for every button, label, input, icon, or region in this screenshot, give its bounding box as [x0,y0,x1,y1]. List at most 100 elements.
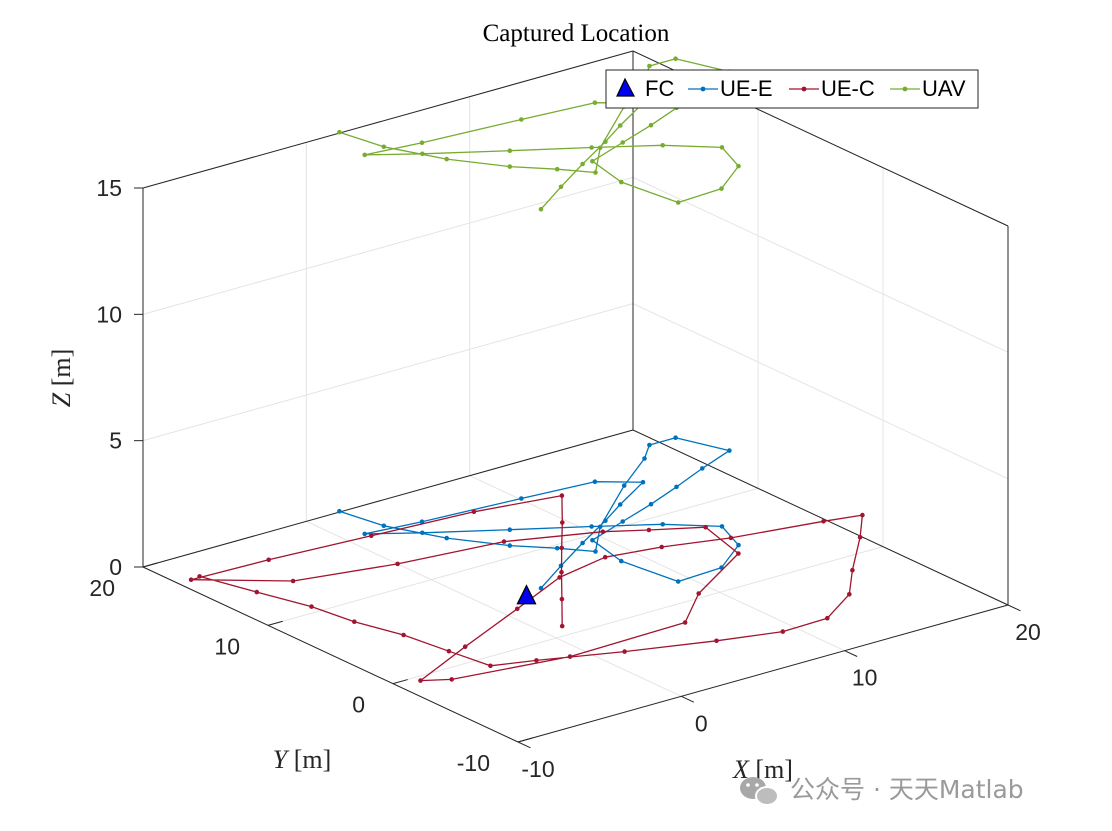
axes-box [142,50,1009,743]
uav-point [337,129,342,135]
uav-point [660,143,665,148]
legend-fc-triangle-marker [616,77,635,97]
x-tick-label: 0 [695,710,708,736]
ue-c-point [501,539,507,544]
ue-c-point [567,654,573,659]
box-edge-floor-back-y [142,429,634,568]
legend-fc-label: FC [645,76,674,101]
ue-e-point [554,545,560,551]
ue-c-point [847,592,852,597]
uav-point [648,122,654,128]
grid-line-z-side-wall [632,176,1009,353]
chart-title: Captured Location [483,20,670,47]
uav-point [593,170,598,175]
uav-point [538,206,544,212]
ue-c-point [857,534,863,540]
ue-c-point [646,527,652,533]
y-axis-unit: [m] [287,745,331,774]
ue-c-point [622,649,627,654]
x-tick-mark [681,695,695,703]
grid-line-y-floor [267,487,759,626]
grid-layer [142,50,1009,743]
ue-c-point [560,520,565,525]
legend-ue-e-marker [700,86,706,92]
ue-c-point [600,529,606,534]
series-uav [337,56,741,212]
ue-e-point [538,585,544,591]
ue-c-point [850,567,855,573]
ue-c-point [659,544,664,550]
ue-e-point [648,501,654,507]
x-tick-label: 20 [1015,619,1041,645]
ue-c-point [736,551,741,556]
ue-c-point [703,524,708,530]
z-axis-unit: [m] [47,349,76,393]
ue-c-point [557,575,562,580]
grid-line-z-back-wall [142,176,634,315]
legend-ue-c-marker [801,86,807,92]
legend-ue-e-label: UE-E [720,76,773,101]
ue-c-point [471,509,477,515]
ue-e-line [339,437,740,589]
ue-c-point [369,533,374,539]
watermark: 公众号 · 天天Matlab [740,775,1024,806]
ue-c-point [352,619,357,624]
x-tick-mark [844,650,858,657]
y-axis-label: Y [m] [273,745,332,774]
uav-point [647,63,652,69]
x-axis-label: X [m] [732,755,793,784]
uav-point [736,163,741,169]
ue-e-point [675,579,681,584]
y-axis-line [142,566,519,743]
box-edge-floor-back-x [632,429,1009,606]
y-tick-mark [142,562,158,568]
series-ue-c [188,493,865,683]
uav-point [580,161,585,167]
grid-line-x-floor [306,520,682,697]
ue-c-point [559,623,565,629]
ue-e-point [519,496,524,501]
uav-point [673,56,678,61]
uav-point [558,184,564,190]
grid-line-z-side-wall [632,303,1009,480]
x-tick-label: 10 [852,665,878,691]
z-axis-label: Z [m] [47,349,76,408]
x-tick-mark [517,741,531,749]
ue-e-point [619,558,624,564]
ue-c-point [290,578,296,584]
uav-point [719,186,724,191]
z-tick-label: 15 [96,175,122,201]
y-tick-mark [392,679,408,685]
ue-e-point [673,435,678,441]
ue-c-point [418,678,423,683]
ue-e-point [362,531,368,537]
ue-c-point [462,644,468,649]
x-axis-symbol: X [732,755,750,784]
uav-point [554,166,560,172]
ue-e-point [507,527,513,532]
ue-e-point [603,518,608,523]
uav-point [590,158,595,164]
ue-e-point [593,549,598,554]
uav-point [592,100,598,105]
y-tick-label: -10 [457,750,490,776]
ue-e-point [647,442,652,448]
uav-point [589,145,594,150]
watermark-text: 公众号 · 天天Matlab [790,775,1024,804]
ue-e-point [337,508,342,514]
ue-e-point [381,523,387,529]
ue-c-point [515,606,520,612]
ue-e-point [640,479,646,485]
ue-e-point [507,543,513,548]
y-tick-mark [267,620,283,626]
series-ue-e [337,435,741,591]
x-axis-line [517,604,1009,743]
uav-point [381,144,387,150]
ue-c-point [197,574,202,579]
uav-point [507,164,513,169]
ue-c-point [559,569,564,575]
ue-e-point [420,530,425,536]
ue-c-point [534,658,539,663]
ue-e-point [617,502,623,507]
